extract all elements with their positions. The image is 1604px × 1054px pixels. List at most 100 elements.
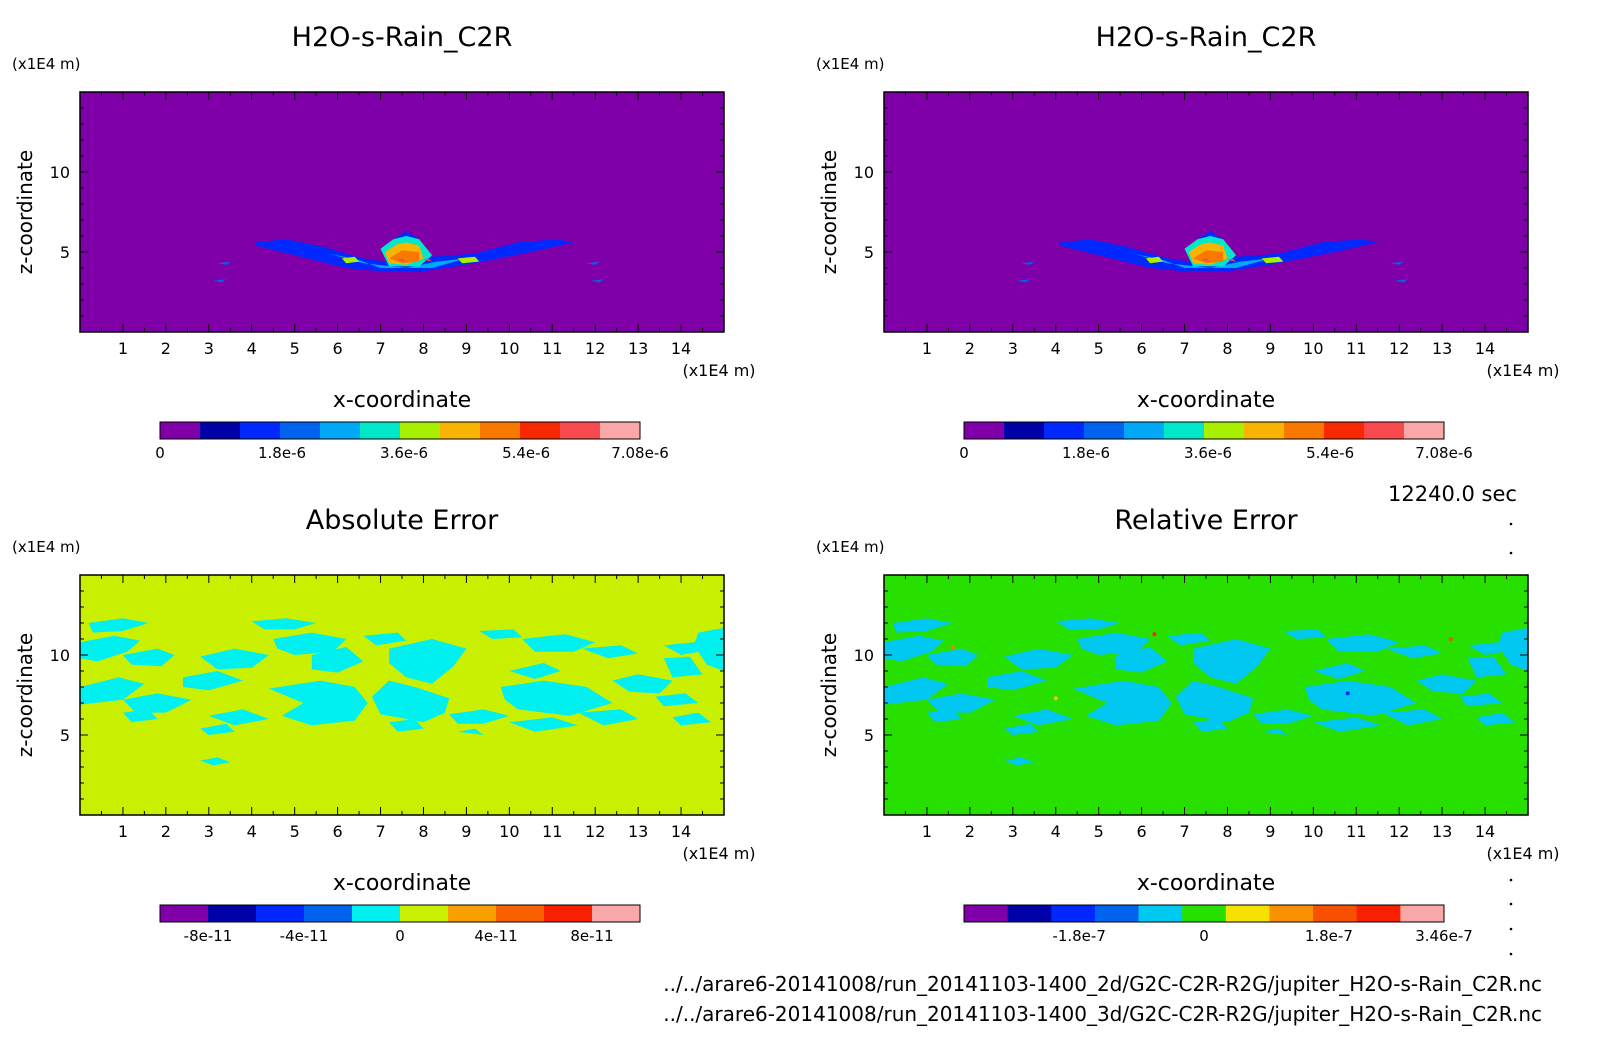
colorbar-swatch	[964, 422, 1005, 439]
contour-region	[1476, 712, 1516, 726]
colorbar-swatch	[400, 422, 441, 439]
contour-region	[509, 717, 578, 732]
x-tick-label: 8	[1222, 339, 1232, 358]
contour-region	[1201, 258, 1211, 262]
contour-region	[371, 680, 450, 723]
contour-region	[590, 279, 604, 283]
edge-dot	[1509, 902, 1513, 906]
contour-region	[389, 250, 420, 264]
colorbar-swatch	[320, 422, 361, 439]
edge-dot	[1509, 522, 1513, 526]
colorbar-tick-label: 3.6e-6	[1184, 444, 1232, 462]
chart-panel-3: Absolute Error(x1E4 m)1 2 3 4 5 6 7 8 9 10 11 12 13 1…	[12, 505, 756, 945]
contour-region	[884, 635, 945, 662]
contour-region	[655, 693, 699, 707]
contour-region	[341, 256, 360, 264]
contour-region	[1055, 618, 1121, 630]
colorbar-swatch	[964, 905, 1009, 922]
colorbar-swatch	[544, 905, 593, 922]
x-tick-label: 1	[922, 822, 932, 841]
contour-region	[582, 645, 639, 659]
contour-region	[1167, 632, 1211, 646]
colorbar-swatch	[1051, 905, 1096, 922]
colorbar-swatch	[304, 905, 353, 922]
contour-region	[987, 671, 1048, 691]
contour-region	[1394, 279, 1408, 283]
contour-region	[213, 279, 226, 283]
contour-region	[693, 627, 724, 671]
colorbar-tick-label: -8e-11	[184, 927, 233, 945]
colorbar-swatch	[208, 905, 257, 922]
contour-region	[200, 757, 231, 766]
colorbar-swatch	[400, 905, 449, 922]
edge-dot	[1509, 952, 1513, 956]
colorbar-swatch	[600, 422, 641, 439]
y-axis-label: z-coordinate	[13, 633, 37, 757]
plot-background	[884, 92, 1528, 332]
x-tick-label: 14	[671, 822, 691, 841]
colorbar-swatch	[1204, 422, 1245, 439]
x-tick-label: 4	[247, 339, 257, 358]
x-tick-label: 2	[161, 822, 171, 841]
colorbar-swatch	[480, 422, 521, 439]
colorbar-tick-label: 0	[395, 927, 405, 945]
y-unit-label: (x1E4 m)	[12, 538, 81, 556]
x-tick-label: 5	[290, 339, 300, 358]
contour-spot	[1152, 632, 1157, 637]
x-tick-label: 13	[1432, 339, 1452, 358]
y-tick-label: 5	[864, 243, 874, 262]
contour-region	[122, 648, 175, 667]
contour-region	[672, 712, 712, 726]
x-tick-label: 7	[375, 822, 385, 841]
contour-region	[389, 639, 467, 684]
colorbar-swatch	[352, 905, 401, 922]
colorbar-tick-label: 3.46e-7	[1415, 927, 1473, 945]
x-tick-label: 10	[1303, 822, 1323, 841]
x-tick-label: 11	[1346, 822, 1366, 841]
colorbar-swatch	[256, 905, 305, 922]
time-label: 12240.0 sec	[1388, 482, 1517, 506]
contour-region	[1261, 728, 1288, 735]
x-tick-label: 6	[1137, 822, 1147, 841]
x-tick-label: 9	[461, 339, 471, 358]
contour-region	[1004, 648, 1073, 670]
x-tick-label: 1	[118, 822, 128, 841]
contour-region	[88, 618, 149, 633]
colorbar-swatch	[1164, 422, 1205, 439]
x-tick-label: 9	[1265, 822, 1275, 841]
contour-region	[1467, 656, 1507, 678]
contour-spot	[1345, 691, 1350, 696]
colorbar-swatch	[1124, 422, 1165, 439]
contour-region	[500, 680, 613, 716]
chart-title: Absolute Error	[306, 505, 499, 536]
contour-region	[1115, 647, 1168, 673]
y-tick-label: 5	[60, 726, 70, 745]
colorbar-swatch	[1400, 905, 1445, 922]
contour-region	[578, 709, 639, 726]
x-tick-label: 12	[1389, 822, 1409, 841]
y-unit-label: (x1E4 m)	[12, 55, 81, 73]
colorbar-swatch	[1225, 905, 1270, 922]
contour-region	[329, 253, 467, 268]
colorbar-swatch	[1313, 905, 1358, 922]
contour-spot	[1053, 696, 1058, 701]
colorbar-swatch	[1004, 422, 1045, 439]
contour-region	[1072, 680, 1172, 726]
colorbar-tick-label: 5.4e-6	[502, 444, 550, 462]
colorbar-swatch	[448, 905, 497, 922]
x-tick-label: 10	[499, 339, 519, 358]
x-tick-label: 7	[375, 339, 385, 358]
colorbar-swatch	[1044, 422, 1085, 439]
contour-region	[208, 709, 269, 726]
colorbar-tick-label: 0	[155, 444, 165, 462]
footer-path-2d: ../../arare6-20141008/run_20141103-1400_…	[663, 972, 1542, 996]
colorbar-swatch	[1138, 905, 1183, 922]
colorbar-frame	[963, 904, 1445, 923]
footer-path-3d: ../../arare6-20141008/run_20141103-1400_…	[663, 1002, 1542, 1026]
contour-spot	[1448, 637, 1453, 641]
chart-panel-1: H2O-s-Rain_C2R(x1E4 m)1 2 3 4 5 6 7 8 9 10 11 12 13 1…	[12, 22, 756, 462]
contour-region	[926, 693, 996, 713]
x-tick-label: 3	[1008, 339, 1018, 358]
y-unit-label: (x1E4 m)	[816, 538, 885, 556]
colorbar-swatch	[592, 905, 641, 922]
